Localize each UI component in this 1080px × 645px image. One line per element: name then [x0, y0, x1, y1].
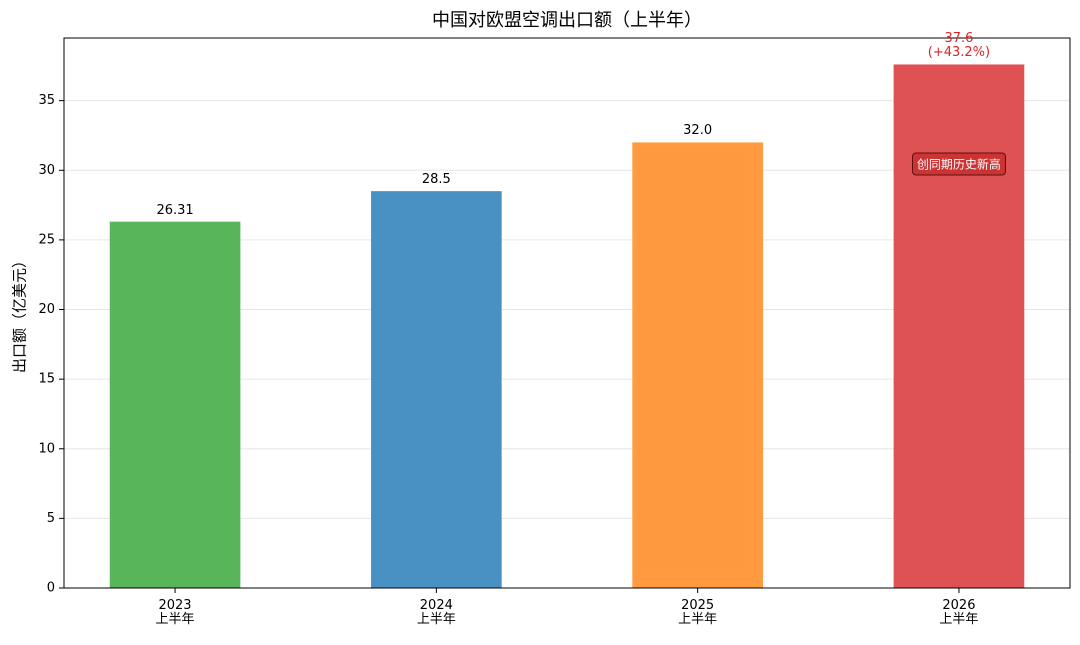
value-label: 28.5: [421, 172, 451, 188]
value-label: 37.6 (+43.2%): [927, 31, 991, 61]
y-tick-label: 0: [47, 581, 55, 596]
y-tick-label: 20: [38, 302, 55, 317]
y-tick-label: 10: [38, 441, 55, 456]
value-label: 26.31: [156, 202, 194, 218]
y-tick-label: 15: [38, 372, 55, 387]
y-tick-label: 30: [38, 163, 55, 178]
value-label: 32.0: [683, 123, 713, 139]
plot-frame: [63, 37, 1071, 589]
bar: [371, 191, 502, 588]
chart-title: 中国对欧盟空调出口额（上半年）: [432, 10, 702, 31]
bar: [893, 64, 1025, 589]
bar: [109, 221, 241, 588]
y-tick-label: 25: [38, 232, 55, 247]
annotation: 创同期历史新高: [911, 152, 1006, 176]
y-axis-label: 出口额（亿美元）: [11, 253, 29, 373]
x-tick-label: 2025 上半年: [678, 598, 718, 627]
bar: [632, 142, 763, 589]
x-tick-label: 2023 上半年: [155, 598, 195, 627]
x-tick-label: 2026 上半年: [939, 598, 979, 627]
y-tick-label: 35: [38, 93, 55, 108]
y-tick-label: 5: [47, 511, 55, 526]
x-tick-label: 2024 上半年: [416, 598, 456, 627]
